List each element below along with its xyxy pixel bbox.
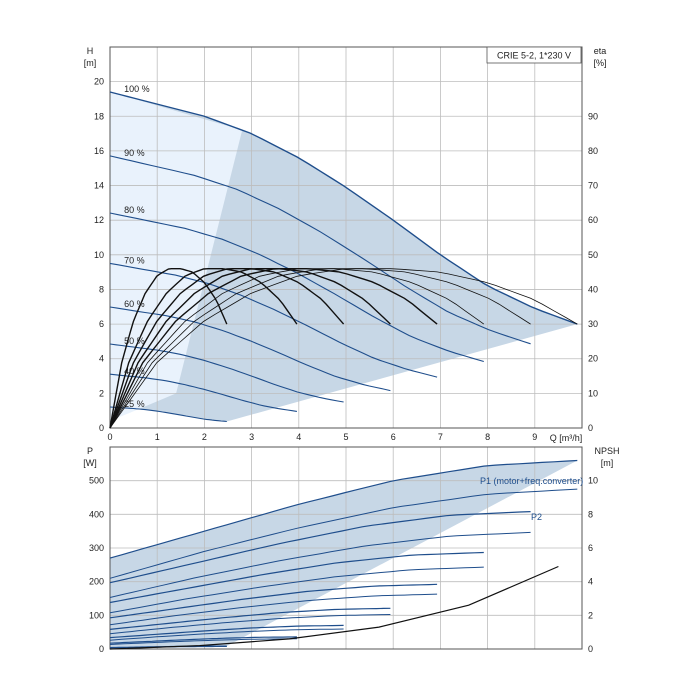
h-tick-label: 12 — [94, 215, 104, 225]
speed-label: 100 % — [124, 84, 150, 94]
head-curve — [109, 155, 531, 345]
p-axis-unit: [W] — [83, 458, 97, 468]
x-tick-label: 2 — [202, 432, 207, 442]
npsh-tick-label: 10 — [588, 476, 598, 486]
bottom-frame — [109, 446, 583, 650]
x-tick-label: 4 — [296, 432, 301, 442]
eta-tick-label: 40 — [588, 284, 598, 294]
p1-curve — [109, 624, 344, 639]
h-tick-label: 14 — [94, 181, 104, 191]
eta-tick-label: 80 — [588, 146, 598, 156]
h-tick-label: 16 — [94, 146, 104, 156]
eta-tick-label: 10 — [588, 388, 598, 398]
x-tick-label: 7 — [438, 432, 443, 442]
power-area — [110, 460, 578, 648]
h-tick-label: 8 — [99, 284, 104, 294]
head-curve — [109, 91, 578, 325]
h-tick-label: 6 — [99, 319, 104, 329]
y-left-unit: [m] — [84, 58, 97, 68]
title-box — [486, 46, 582, 64]
p1-curve — [109, 511, 531, 584]
p-tick-label: 400 — [89, 509, 104, 519]
p2-curve — [109, 628, 344, 641]
x-tick-label: 6 — [391, 432, 396, 442]
x-tick-label: 8 — [485, 432, 490, 442]
top-frame — [109, 46, 583, 429]
p-tick-label: 100 — [89, 610, 104, 620]
p1-curve — [109, 459, 578, 559]
head-curve — [109, 262, 438, 378]
p1-curve — [109, 583, 438, 619]
eta-tick-label: 60 — [588, 215, 598, 225]
chart-title: CRIE 5-2, 1*230 V — [497, 51, 571, 61]
eta-tick-label: 50 — [588, 250, 598, 260]
eta-tick-label: 30 — [588, 319, 598, 329]
x-tick-label: 3 — [249, 432, 254, 442]
p1-curve — [109, 607, 391, 630]
h-tick-label: 10 — [94, 250, 104, 260]
head-efficiency-panel: 0 1 2 3 4 5 6 7 8 9024681012141618200102030405060… — [94, 46, 598, 442]
p1-series-label: P1 (motor+freq.converter) — [480, 476, 583, 486]
speed-label: 50 % — [124, 336, 145, 346]
npsh-axis-label: NPSH — [594, 446, 619, 456]
p2-curve — [109, 593, 438, 626]
h-tick-label: 4 — [99, 354, 104, 364]
eta-tick-label: 0 — [588, 423, 593, 433]
efficiency-curve — [109, 268, 228, 429]
npsh-tick-label: 4 — [588, 577, 593, 587]
speed-label: 90 % — [124, 148, 145, 158]
p2-curve — [109, 531, 531, 598]
operating-area-light — [110, 92, 243, 422]
x-axis-label: Q [m³/h] — [550, 433, 583, 443]
efficiency-curve — [109, 268, 298, 429]
h-tick-label: 0 — [99, 423, 104, 433]
p1-curve — [109, 636, 297, 644]
eta-tick-label: 20 — [588, 354, 598, 364]
p-tick-label: 200 — [89, 577, 104, 587]
h-tick-label: 18 — [94, 111, 104, 121]
power-npsh-panel: 0 100 200 300 400 500 0 2 4 6 8 10 — [89, 446, 598, 654]
x-tick-label: 9 — [532, 432, 537, 442]
p2-series-label: P2 — [531, 512, 542, 522]
npsh-curve — [109, 565, 559, 650]
head-curve — [109, 343, 344, 403]
speed-label: 80 % — [124, 205, 145, 215]
npsh-tick-label: 8 — [588, 509, 593, 519]
p2-curve — [109, 638, 297, 645]
head-curve — [109, 373, 297, 412]
p1-curve — [109, 551, 484, 604]
p2-curve — [109, 488, 578, 579]
npsh-axis-unit: [m] — [601, 458, 614, 468]
speed-label: 25 % — [124, 399, 145, 409]
x-tick-label: 0 — [107, 432, 112, 442]
head-curve — [109, 306, 391, 392]
speed-label: 60 % — [124, 299, 145, 309]
npsh-tick-label: 0 — [588, 644, 593, 654]
npsh-tick-label: 2 — [588, 610, 593, 620]
p2-curve — [109, 614, 391, 635]
p-tick-label: 300 — [89, 543, 104, 553]
h-tick-label: 2 — [99, 388, 104, 398]
h-tick-label: 20 — [94, 77, 104, 87]
head-curve — [109, 406, 227, 423]
eta-tick-label: 70 — [588, 181, 598, 191]
x-tick-label: 5 — [343, 432, 348, 442]
npsh-tick-label: 6 — [588, 543, 593, 553]
y-right-unit: [%] — [593, 58, 606, 68]
speed-label: 70 % — [124, 255, 145, 265]
p-axis-label: P — [87, 446, 93, 456]
p2-curve — [109, 566, 484, 614]
y-right-label: eta — [594, 46, 607, 56]
eta-tick-label: 90 — [588, 111, 598, 121]
p-tick-label: 500 — [89, 476, 104, 486]
x-tick-label: 1 — [155, 432, 160, 442]
p-tick-label: 0 — [99, 644, 104, 654]
y-left-label: H — [87, 46, 94, 56]
